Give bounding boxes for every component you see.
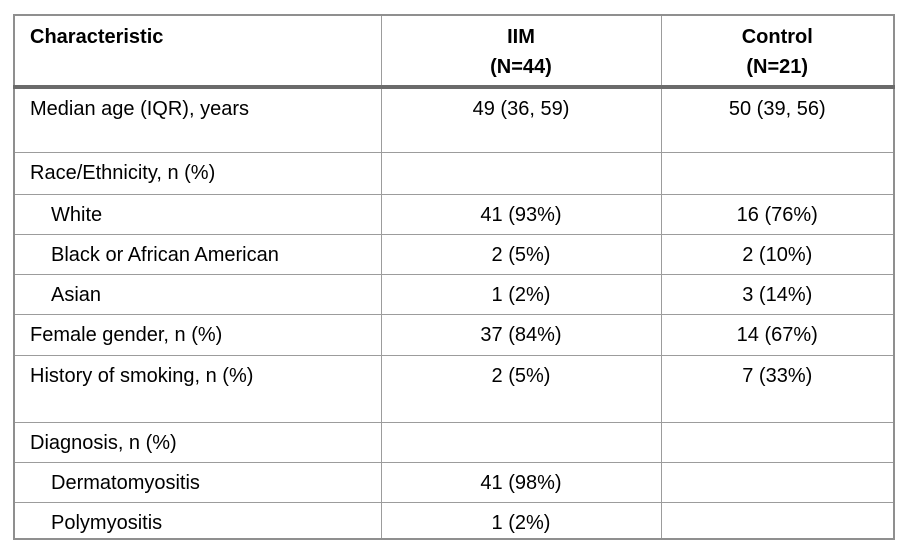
cell-control-value [660,421,895,463]
cell-iim-value: 49 (36, 59) [380,86,662,153]
table-row-median-age: Median age (IQR), years 49 (36, 59) 50 (… [13,86,895,153]
table-row-asian: Asian 1 (2%) 3 (14%) [13,273,895,315]
cell-label: Median age (IQR), years [13,86,382,153]
column-header-iim-name: IIM [507,26,535,48]
column-header-control-n: (N=21) [746,56,809,78]
cell-label: White [13,193,382,235]
column-header-characteristic: Characteristic [13,14,382,89]
cell-iim-value: 2 (5%) [380,233,662,275]
column-header-iim-n: (N=44) [490,56,552,78]
cell-iim-value: 1 (2%) [380,501,662,539]
cell-label: Female gender, n (%) [13,313,382,356]
table-row-race-ethnicity: Race/Ethnicity, n (%) [13,151,895,195]
table-row-polymyositis: Polymyositis 1 (2%) [13,501,895,539]
cell-control-value [660,501,895,539]
column-header-iim: IIM (N=44) [380,14,662,89]
table-row-diagnosis: Diagnosis, n (%) [13,421,895,463]
cell-iim-value: 41 (93%) [380,193,662,235]
table-row-black-or-african-american: Black or African American 2 (5%) 2 (10%) [13,233,895,275]
cell-label: Polymyositis [13,501,382,539]
cell-control-value [660,461,895,503]
cell-control-value [660,151,895,195]
cell-control-value: 2 (10%) [660,233,895,275]
characteristics-table: Characteristic IIM (N=44) Control (N=21)… [13,14,895,540]
cell-iim-value [380,151,662,195]
table-header-row: Characteristic IIM (N=44) Control (N=21) [13,14,895,89]
cell-iim-value: 2 (5%) [380,354,662,423]
cell-iim-value [380,421,662,463]
table-row-white: White 41 (93%) 16 (76%) [13,193,895,235]
cell-control-value: 16 (76%) [660,193,895,235]
cell-label: Diagnosis, n (%) [13,421,382,463]
cell-label: Asian [13,273,382,315]
cell-control-value: 7 (33%) [660,354,895,423]
cell-control-value: 50 (39, 56) [660,86,895,153]
cell-iim-value: 1 (2%) [380,273,662,315]
characteristics-table-container: Characteristic IIM (N=44) Control (N=21)… [13,14,895,540]
cell-control-value: 14 (67%) [660,313,895,356]
column-header-control: Control (N=21) [660,14,895,89]
cell-label: History of smoking, n (%) [13,354,382,423]
cell-label: Dermatomyositis [13,461,382,503]
cell-control-value: 3 (14%) [660,273,895,315]
column-header-control-name: Control [741,26,813,48]
table-row-female-gender: Female gender, n (%) 37 (84%) 14 (67%) [13,313,895,356]
cell-label: Race/Ethnicity, n (%) [13,151,382,195]
table-row-dermatomyositis: Dermatomyositis 41 (98%) [13,461,895,503]
table-row-history-of-smoking: History of smoking, n (%) 2 (5%) 7 (33%) [13,354,895,423]
cell-iim-value: 37 (84%) [380,313,662,356]
cell-label: Black or African American [13,233,382,275]
cell-iim-value: 41 (98%) [380,461,662,503]
